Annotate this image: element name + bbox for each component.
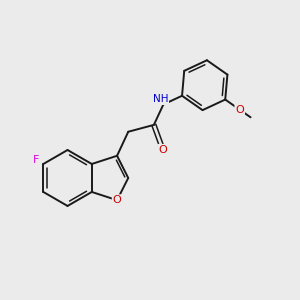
Text: NH: NH (153, 94, 168, 104)
Text: O: O (235, 105, 244, 115)
Text: O: O (158, 145, 167, 155)
Text: O: O (113, 195, 122, 205)
Text: F: F (32, 154, 39, 165)
